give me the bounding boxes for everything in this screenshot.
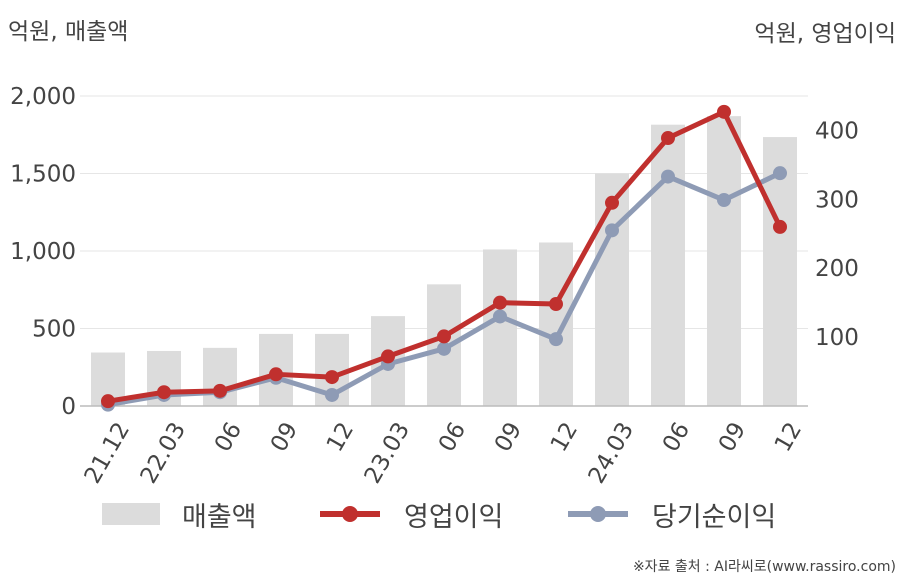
x-tick-label: 09 [490, 418, 527, 456]
x-tick-label: 06 [434, 418, 471, 456]
y-right-tick-label: 400 [815, 118, 859, 144]
operating-profit-point [717, 104, 731, 119]
x-tick-label: 24.03 [584, 418, 639, 488]
x-tick-label: 06 [658, 418, 695, 456]
source-note: ※자료 출처 : AI라씨로(www.rassiro.com) [632, 559, 896, 575]
y-left-tick-label: 1,500 [10, 162, 76, 188]
operating-profit-point [381, 349, 395, 364]
operating-profit-point [493, 295, 507, 310]
legend-label-operating-profit: 영업이익 [404, 501, 504, 533]
legend-item-revenue: 매출액 [102, 494, 257, 534]
operating-profit-point [325, 370, 339, 385]
legend-label-net-income: 당기순이익 [652, 501, 777, 533]
legend-item-operating-profit: 영업이익 [318, 494, 503, 534]
net-income-point [605, 223, 619, 238]
legend-swatch-operating-profit [320, 506, 380, 522]
y-left-tick-label: 500 [32, 317, 76, 343]
operating-profit-point [549, 297, 563, 312]
profit-lines [101, 104, 787, 412]
net-income-point [325, 387, 339, 402]
y-left-tick-label: 2,000 [10, 84, 76, 110]
x-tick-label: 06 [210, 418, 247, 456]
x-tick-label: 12 [770, 418, 807, 456]
legend-swatch-bar [102, 503, 160, 525]
net-income-point [773, 166, 787, 181]
legend-item-net-income: 당기순이익 [566, 494, 776, 534]
left-axis-unit: 억원, 매출액 [8, 19, 129, 45]
operating-profit-point [437, 329, 451, 344]
revenue-bar [539, 242, 573, 406]
revenue-bar [483, 249, 517, 406]
x-tick-label: 12 [546, 418, 583, 456]
y-right-tick-label: 300 [815, 187, 859, 213]
operating-profit-point [157, 385, 171, 400]
operating-profit-point [661, 131, 675, 146]
x-tick-label: 22.03 [136, 418, 191, 488]
revenue-bar [595, 173, 629, 406]
revenue-bar [707, 116, 741, 407]
y-left-tick-label: 1,000 [10, 239, 76, 265]
revenue-bar [651, 124, 685, 407]
revenue-bars [91, 116, 797, 407]
y-right-tick-label: 100 [815, 325, 859, 351]
revenue-bar [763, 137, 797, 406]
legend-swatch-net-income [568, 506, 628, 522]
x-tick-label: 09 [266, 418, 303, 456]
x-tick-label: 21.12 [80, 418, 135, 488]
operating-profit-point [605, 195, 619, 210]
x-tick-label: 23.03 [360, 418, 415, 488]
right-axis-unit: 억원, 영업이익 [754, 21, 896, 47]
net-income-point [437, 341, 451, 356]
operating-profit-point [213, 383, 227, 398]
net-income-point [493, 309, 507, 324]
y-left-tick-label: 0 [61, 394, 76, 420]
operating-profit-point [269, 367, 283, 382]
net-income-point [717, 193, 731, 208]
operating-profit-point [773, 219, 787, 234]
operating-profit-point [101, 394, 115, 409]
legend-label-revenue: 매출액 [182, 501, 257, 533]
x-tick-label: 09 [714, 418, 751, 456]
x-tick-label: 12 [322, 418, 359, 456]
y-right-tick-label: 200 [815, 256, 859, 282]
net-income-point [549, 332, 563, 347]
net-income-point [661, 169, 675, 184]
